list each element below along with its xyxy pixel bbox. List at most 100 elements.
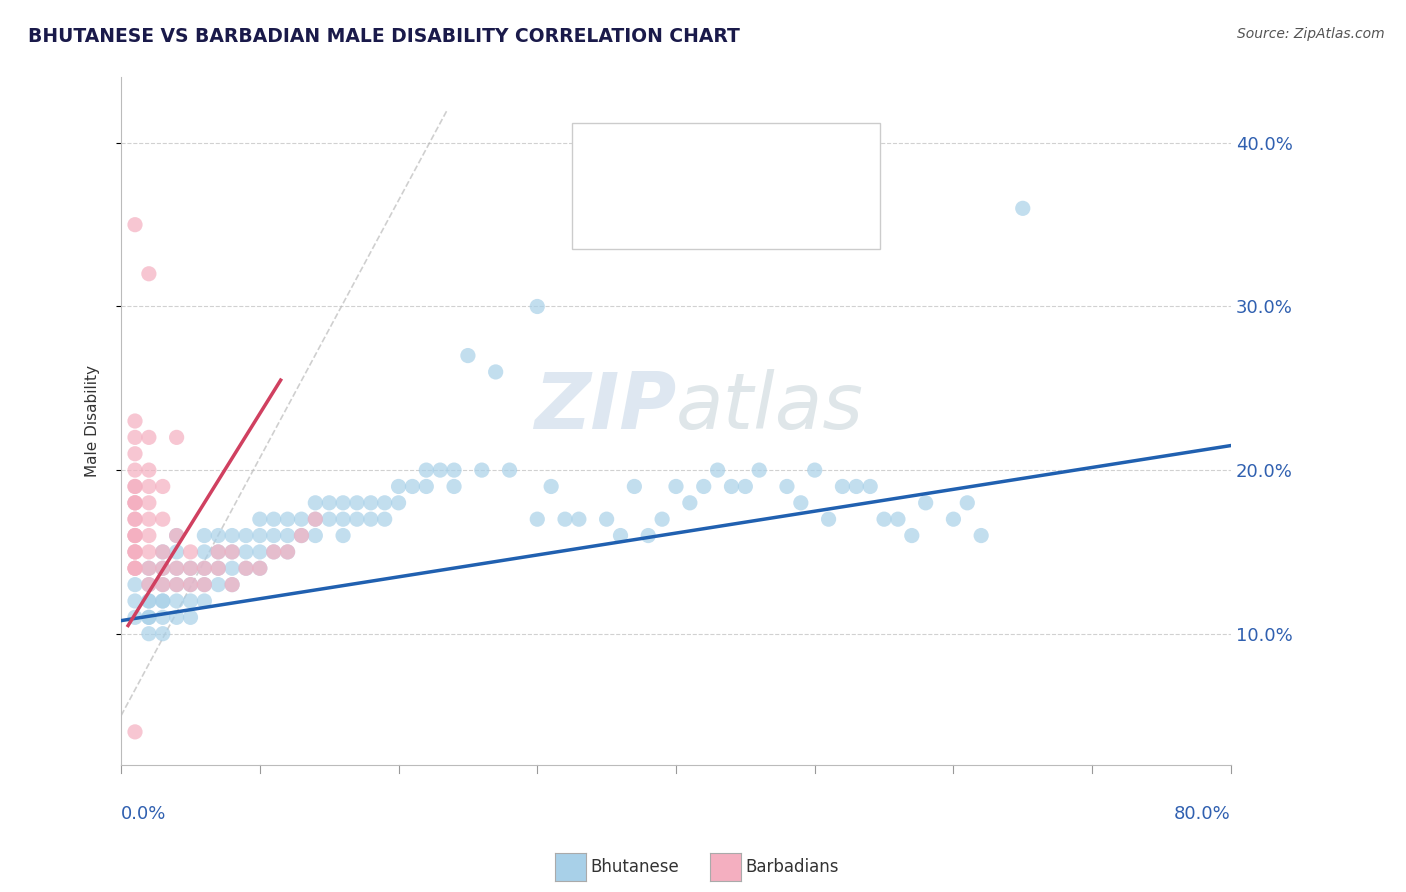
Point: [277, 545, 299, 559]
Point: [207, 545, 229, 559]
Point: [138, 610, 160, 624]
Point: [290, 512, 312, 526]
Point: [193, 577, 215, 591]
Point: [124, 561, 146, 575]
Point: [179, 561, 201, 575]
Point: [166, 594, 188, 608]
Point: [859, 479, 882, 493]
Point: [554, 512, 576, 526]
Point: [803, 463, 825, 477]
Point: [290, 528, 312, 542]
Point: [831, 479, 853, 493]
Point: [124, 528, 146, 542]
Point: [124, 594, 146, 608]
Point: [124, 414, 146, 428]
Point: [360, 512, 382, 526]
Point: [249, 545, 271, 559]
Point: [734, 479, 756, 493]
Text: 65: 65: [770, 206, 797, 225]
Point: [304, 512, 326, 526]
Point: [693, 479, 716, 493]
Point: [124, 463, 146, 477]
Point: [263, 528, 285, 542]
Point: [845, 479, 868, 493]
Point: [193, 545, 215, 559]
Point: [665, 479, 688, 493]
Point: [124, 218, 146, 232]
Point: [415, 463, 437, 477]
Point: [124, 528, 146, 542]
Point: [817, 512, 839, 526]
Point: [193, 528, 215, 542]
Point: [249, 561, 271, 575]
Point: [138, 496, 160, 510]
Point: [124, 496, 146, 510]
Point: [193, 561, 215, 575]
Point: [166, 528, 188, 542]
Point: [138, 626, 160, 640]
Point: [207, 577, 229, 591]
Point: [138, 594, 160, 608]
Point: [193, 561, 215, 575]
Point: [138, 561, 160, 575]
Point: [221, 577, 243, 591]
Point: [124, 447, 146, 461]
Point: [138, 528, 160, 542]
Point: [179, 545, 201, 559]
Point: [166, 561, 188, 575]
Point: [263, 545, 285, 559]
Point: [124, 479, 146, 493]
Point: [374, 496, 396, 510]
Point: [152, 594, 174, 608]
Point: [138, 512, 160, 526]
Point: [263, 512, 285, 526]
Point: [1011, 202, 1033, 216]
Point: [887, 512, 910, 526]
Point: [166, 545, 188, 559]
Point: [401, 479, 423, 493]
Point: [277, 545, 299, 559]
Point: [152, 561, 174, 575]
Point: [193, 594, 215, 608]
Point: [152, 577, 174, 591]
Point: [138, 463, 160, 477]
Text: N =: N =: [735, 151, 779, 169]
Point: [221, 545, 243, 559]
Point: [956, 496, 979, 510]
Point: [221, 577, 243, 591]
Point: [720, 479, 742, 493]
Point: [790, 496, 813, 510]
Point: [124, 724, 146, 739]
Text: Barbadians: Barbadians: [745, 858, 839, 876]
Point: [485, 365, 508, 379]
Point: [207, 528, 229, 542]
Point: [138, 577, 160, 591]
Point: [249, 512, 271, 526]
Point: [138, 561, 160, 575]
Point: [498, 463, 520, 477]
Point: [526, 300, 548, 314]
Point: [318, 496, 340, 510]
Text: atlas: atlas: [676, 369, 863, 445]
Point: [166, 561, 188, 575]
Point: [374, 512, 396, 526]
Point: [706, 463, 728, 477]
Point: [443, 479, 465, 493]
Point: [207, 545, 229, 559]
Text: Source: ZipAtlas.com: Source: ZipAtlas.com: [1237, 27, 1385, 41]
Point: [429, 463, 451, 477]
Point: [526, 512, 548, 526]
Point: [124, 610, 146, 624]
Point: [332, 496, 354, 510]
Point: [166, 610, 188, 624]
Point: [651, 512, 673, 526]
Point: [235, 561, 257, 575]
Point: [235, 528, 257, 542]
Point: [166, 430, 188, 444]
Point: [152, 577, 174, 591]
Point: [263, 545, 285, 559]
Point: [193, 577, 215, 591]
Point: [623, 479, 645, 493]
Point: [124, 496, 146, 510]
Point: [568, 512, 591, 526]
